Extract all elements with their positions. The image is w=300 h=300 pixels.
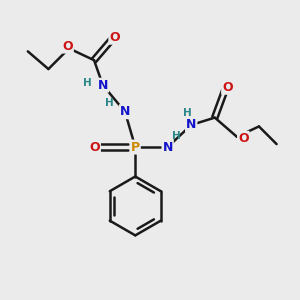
Text: O: O xyxy=(62,40,73,52)
Text: P: P xyxy=(131,141,140,154)
Text: O: O xyxy=(89,141,100,154)
Text: H: H xyxy=(172,131,181,141)
Text: N: N xyxy=(163,141,173,154)
Text: H: H xyxy=(183,108,192,118)
Text: O: O xyxy=(222,81,233,94)
Text: O: O xyxy=(238,132,249,145)
Text: H: H xyxy=(83,78,92,88)
Text: O: O xyxy=(110,31,120,44)
Text: H: H xyxy=(105,98,114,109)
Text: N: N xyxy=(98,79,108,92)
Text: N: N xyxy=(120,105,130,118)
Text: N: N xyxy=(186,118,196,131)
